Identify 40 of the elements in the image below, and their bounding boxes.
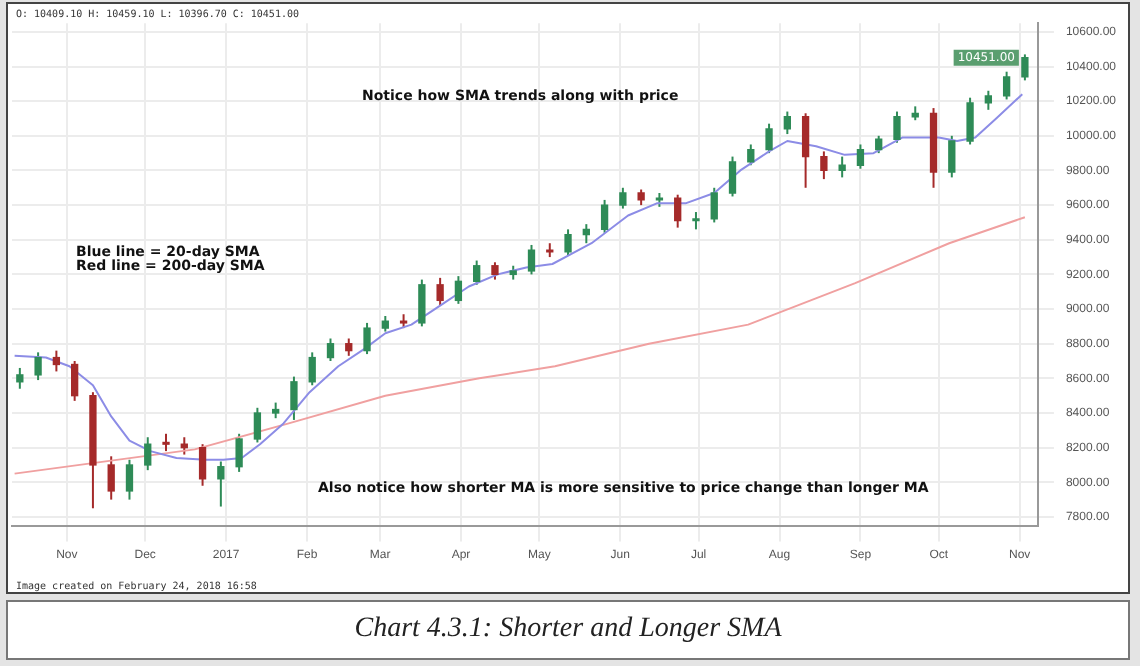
candlestick xyxy=(838,155,846,179)
candlestick xyxy=(984,89,993,111)
candlestick xyxy=(34,351,42,382)
candlestick xyxy=(820,150,828,181)
candlestick xyxy=(1002,70,1011,101)
candlestick xyxy=(217,460,225,508)
candlestick xyxy=(363,321,371,356)
candlestick xyxy=(16,366,24,390)
candlestick xyxy=(326,337,335,363)
candlestick xyxy=(144,436,152,472)
candlestick xyxy=(856,143,865,170)
candlestick xyxy=(710,186,718,224)
candlestick xyxy=(70,360,79,402)
text: Chart 4.3.1: Shorter and Longer SMA xyxy=(6,600,1130,660)
candlestick xyxy=(290,375,298,421)
candlestick xyxy=(253,406,262,444)
candlestick xyxy=(966,96,974,146)
candlestick xyxy=(893,110,901,144)
candlestick xyxy=(473,259,481,286)
candlestick xyxy=(600,198,609,234)
candlestick xyxy=(674,193,682,229)
candlestick xyxy=(747,143,755,167)
candlestick xyxy=(801,112,810,189)
candlestick xyxy=(235,432,243,473)
candlestick xyxy=(783,110,791,136)
candlestick xyxy=(1021,53,1029,82)
candlestick xyxy=(454,275,463,305)
candlestick xyxy=(564,228,572,257)
candlestick xyxy=(619,186,627,210)
candlestick xyxy=(198,443,207,487)
candlestick xyxy=(527,243,536,276)
candlestick xyxy=(948,134,956,179)
candlestick xyxy=(125,458,134,501)
candlestick xyxy=(107,455,115,501)
candlestick xyxy=(418,278,426,328)
candlestick xyxy=(436,276,444,307)
candlestick xyxy=(52,349,61,373)
candlestick xyxy=(728,155,737,198)
candlestick xyxy=(765,122,773,155)
candlestick xyxy=(308,351,316,387)
